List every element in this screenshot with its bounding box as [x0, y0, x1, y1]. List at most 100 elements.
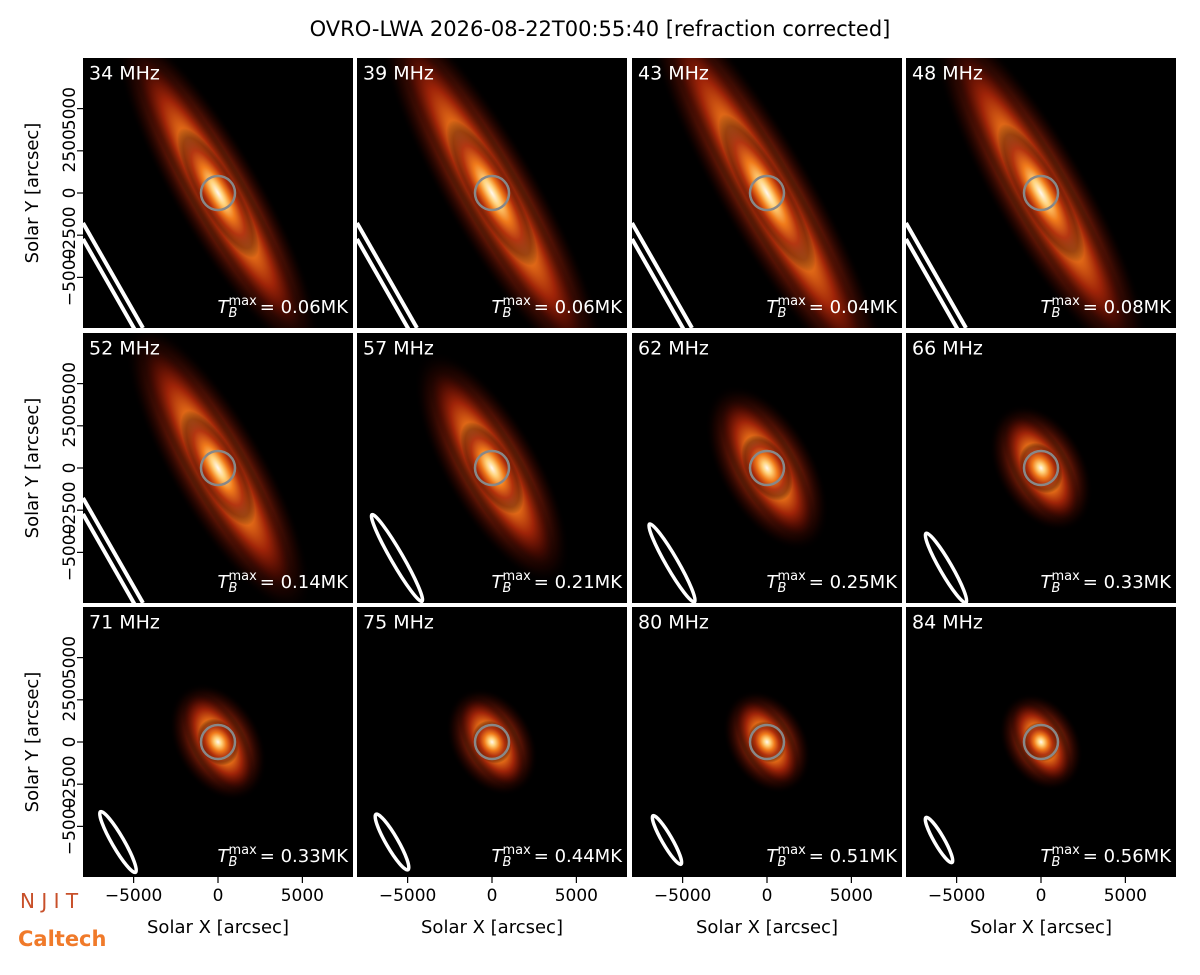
y-tick-label: 5000: [60, 362, 80, 405]
beam: [906, 238, 960, 328]
solar-disk: [199, 174, 237, 212]
panel-title: 48 MHz: [912, 63, 983, 85]
beam: [357, 222, 419, 328]
annotation-sup: max: [502, 569, 531, 584]
annotation-sup: max: [777, 569, 806, 584]
x-tick-label: 5000: [281, 886, 324, 906]
annotation-symbol: T: [767, 297, 780, 318]
annotation-symbol: T: [1041, 572, 1054, 593]
panel: 39 MHz TBmax = 0.06MK: [357, 58, 627, 328]
annotation-sub: B: [1052, 306, 1061, 321]
annotation-sub: B: [229, 581, 238, 596]
annotation-sup: max: [1051, 569, 1080, 584]
y-tick-label: 0: [60, 463, 80, 474]
x-tick-label: −5000: [379, 886, 437, 906]
emission: [369, 350, 571, 603]
emission-peak: [718, 114, 816, 272]
emission-peak: [1023, 722, 1059, 762]
x-tick-label: 5000: [830, 886, 873, 906]
solar-disk: [473, 174, 511, 212]
panel: 80 MHz TBmax = 0.51MK −5000 0 5000 Solar X [ar…: [632, 607, 902, 938]
annotation-value: = 0.06MK: [534, 297, 623, 318]
emission: [923, 404, 1093, 603]
annotation-value: = 0.14MK: [260, 572, 349, 593]
x-tick-label: 5000: [555, 886, 598, 906]
solar-disk: [473, 449, 511, 487]
annotation: TBmax = 0.25MK: [767, 569, 899, 596]
annotation-sup: max: [502, 294, 531, 309]
y-tick-label: 5000: [60, 636, 80, 679]
y-tick-label: 2500: [60, 404, 80, 447]
annotation-value: = 0.04MK: [809, 297, 898, 318]
beam: [923, 531, 969, 603]
annotation-sub: B: [503, 306, 512, 321]
annotation: TBmax = 0.56MK: [1041, 843, 1173, 870]
panel-title: 75 MHz: [363, 612, 434, 634]
annotation: TBmax = 0.51MK: [767, 843, 899, 870]
solar-disk: [473, 723, 511, 761]
emission: [632, 58, 890, 328]
y-axis-label: Solar Y [arcsec]: [22, 672, 43, 813]
solar-disk: [748, 174, 786, 212]
annotation-symbol: T: [492, 846, 505, 867]
panel-title: 80 MHz: [638, 612, 709, 634]
annotation: TBmax = 0.08MK: [1041, 294, 1173, 321]
annotation-value: = 0.51MK: [809, 846, 898, 867]
figure-title: OVRO-LWA 2026-08-22T00:55:40 [refraction…: [310, 17, 891, 41]
annotation-sub: B: [1052, 581, 1061, 596]
beam: [357, 238, 411, 328]
annotation: TBmax = 0.06MK: [218, 294, 350, 321]
annotation: TBmax = 0.33MK: [1041, 569, 1173, 596]
annotation-sup: max: [228, 843, 257, 858]
y-tick-label: 0: [60, 737, 80, 748]
panel-title: 84 MHz: [912, 612, 983, 634]
annotation-symbol: T: [767, 846, 780, 867]
annotation-sub: B: [503, 855, 512, 870]
beam: [373, 812, 411, 872]
panel-title: 52 MHz: [89, 338, 160, 360]
panel-title: 43 MHz: [638, 63, 709, 85]
x-tick-label: −5000: [105, 886, 163, 906]
emission: [97, 683, 267, 875]
x-axis-label: Solar X [arcsec]: [421, 917, 563, 938]
annotation: TBmax = 0.33MK: [218, 843, 350, 870]
annotation-value: = 0.06MK: [260, 297, 349, 318]
panel-title: 62 MHz: [638, 338, 709, 360]
x-tick-label: 0: [213, 886, 224, 906]
beam: [369, 512, 425, 603]
annotation-symbol: T: [492, 297, 505, 318]
panel-title: 39 MHz: [363, 63, 434, 85]
emission-peak: [177, 127, 259, 259]
beam: [83, 513, 137, 603]
annotation-sup: max: [228, 569, 257, 584]
emission: [357, 58, 607, 328]
solar-disk: [1022, 449, 1060, 487]
panel-title: 66 MHz: [912, 338, 983, 360]
beam: [647, 522, 697, 603]
annotation-sub: B: [229, 306, 238, 321]
annotation-sub: B: [503, 581, 512, 596]
annotation-symbol: T: [218, 297, 231, 318]
emission-peak: [741, 435, 793, 501]
logo-njit: N J I T: [20, 889, 79, 913]
emission-peak: [460, 421, 524, 515]
beam: [906, 222, 968, 328]
solar-disk: [1022, 174, 1060, 212]
emission-peak: [472, 720, 512, 764]
y-axis-label: Solar Y [arcsec]: [22, 398, 43, 539]
beam: [650, 813, 684, 867]
solar-disk: [199, 723, 237, 761]
annotation-sup: max: [1051, 843, 1080, 858]
x-tick-label: 0: [487, 886, 498, 906]
panel: 84 MHz TBmax = 0.56MK −5000 0 5000 Solar X [ar…: [906, 607, 1176, 938]
annotation-sub: B: [778, 581, 787, 596]
beam: [632, 238, 686, 328]
emission-peak: [197, 718, 239, 766]
solar-disk: [748, 723, 786, 761]
panel-title: 71 MHz: [89, 612, 160, 634]
annotation-sub: B: [1052, 855, 1061, 870]
x-axis-label: Solar X [arcsec]: [696, 917, 838, 938]
annotation-sub: B: [229, 855, 238, 870]
annotation-value: = 0.44MK: [534, 846, 623, 867]
